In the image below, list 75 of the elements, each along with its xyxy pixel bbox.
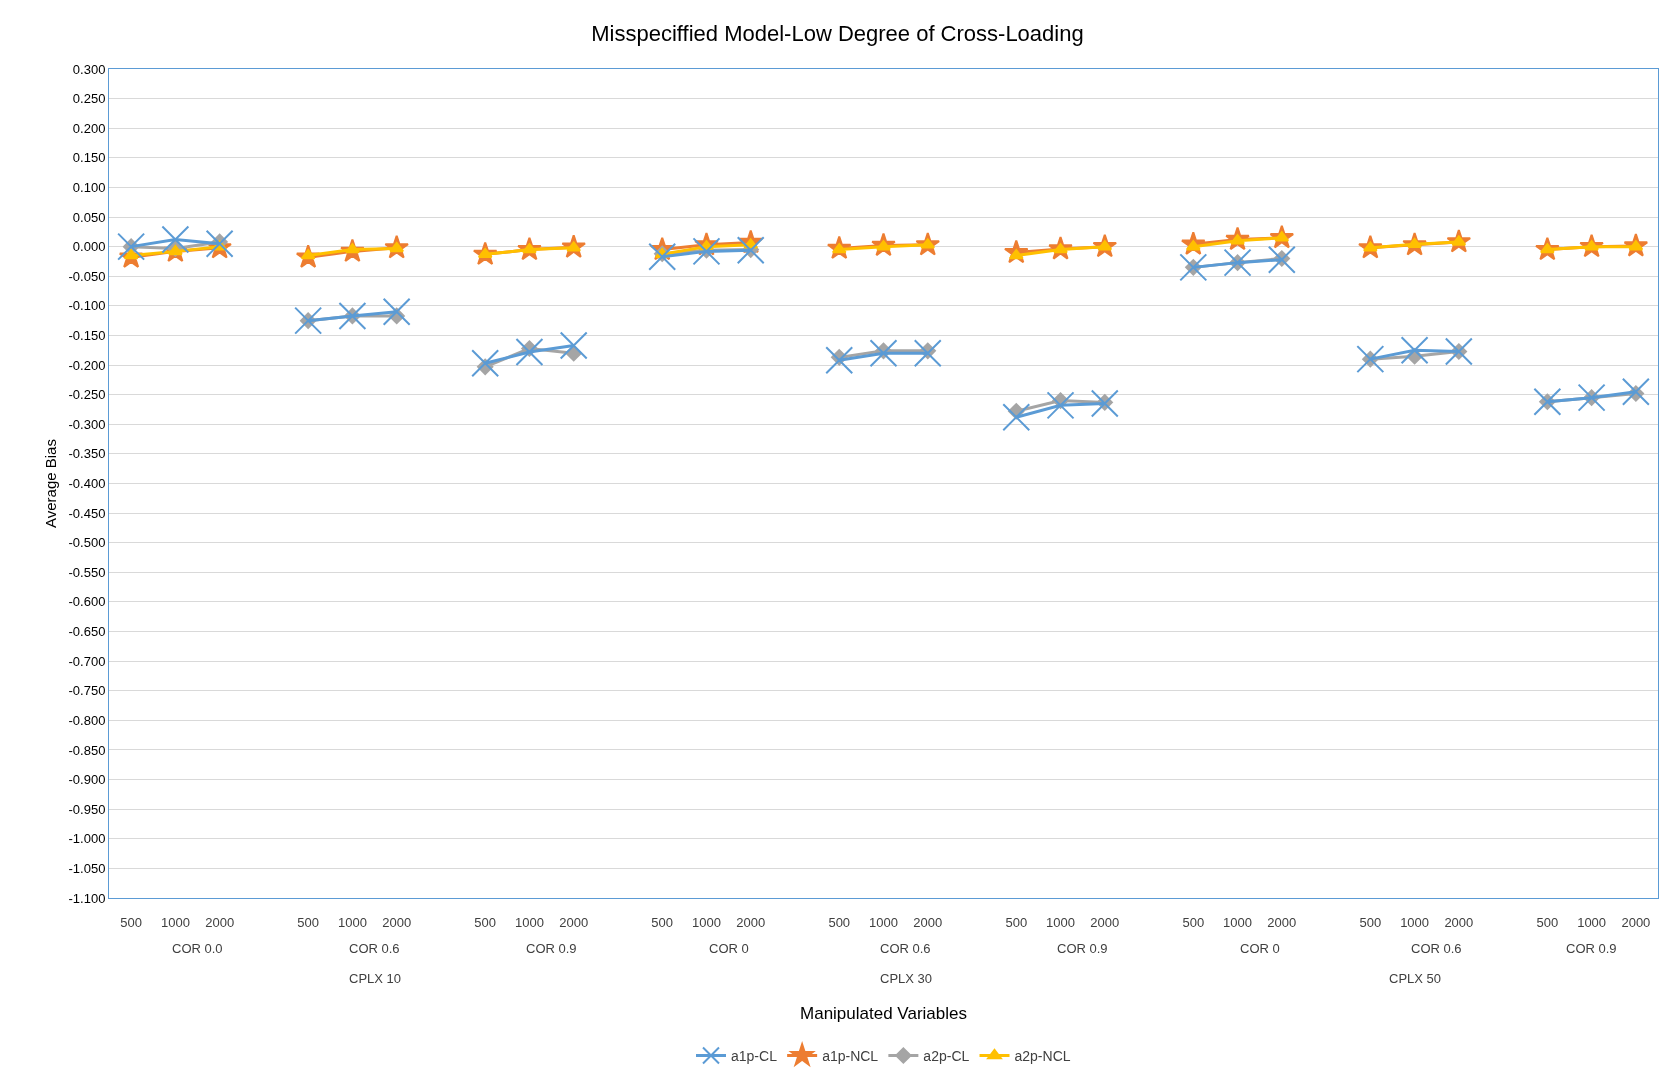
y-tick-label: -0.650 [68, 624, 106, 640]
y-tick-label: -0.750 [68, 683, 106, 699]
x-tick-label: 500 [1005, 914, 1028, 930]
x-tick-label: 2000 [736, 914, 766, 930]
text: COR 0.9 [1057, 941, 1108, 956]
x-tick-label: 1000 [1046, 914, 1075, 930]
y-tick-label: -1.000 [68, 831, 106, 847]
x-tick-label: 1000 [1223, 914, 1253, 930]
y-tick-label: -0.350 [68, 446, 106, 462]
x-tick-label: 2000 [1090, 914, 1120, 930]
text: COR 0.9 [1566, 941, 1617, 956]
y-tick-label: 0.000 [72, 239, 106, 255]
x-tick-label: 1000 [1400, 914, 1430, 930]
y-tick-label: -1.100 [68, 890, 106, 906]
y-tick-label: 0.200 [72, 120, 106, 136]
y-tick-label: -0.100 [68, 298, 106, 314]
y-tick-label: -0.850 [68, 742, 106, 758]
text: COR 0 [709, 941, 749, 956]
legend-label: a2p-NCL [1014, 1047, 1071, 1064]
text: COR 0.9 [526, 941, 577, 956]
y-tick-label: -0.550 [68, 564, 106, 580]
x-tick-label: 500 [1182, 914, 1205, 930]
y-tick-label: -0.400 [68, 476, 106, 492]
x-axis-title: Manipulated Variables [800, 1004, 967, 1023]
x-tick-label: 500 [1359, 914, 1382, 930]
x-tick-label: 1000 [337, 914, 367, 930]
x-tick-label: 2000 [382, 914, 412, 930]
chart-title: Misspeciffied Model-Low Degree of Cross-Loading [591, 20, 1084, 46]
text: COR 0.0 [172, 941, 223, 956]
x-tick-label: 500 [828, 914, 851, 930]
y-tick-label: 0.150 [72, 150, 106, 166]
y-tick-label: 0.050 [72, 209, 106, 225]
x-tick-label: 2000 [559, 914, 589, 930]
y-tick-label: -0.050 [68, 268, 106, 284]
y-tick-label: -0.300 [68, 416, 106, 432]
y-tick-label: -1.050 [68, 860, 106, 876]
y-tick-label: 0.100 [72, 179, 106, 195]
y-tick-label: -0.950 [68, 801, 106, 817]
y-axis-title: Average Bias [41, 439, 59, 528]
x-tick-label: 500 [474, 914, 497, 930]
x-tick-label: 500 [651, 914, 674, 930]
x-tick-label: 2000 [913, 914, 943, 930]
text: COR 0 [1240, 941, 1280, 956]
x-tick-label: 2000 [1444, 914, 1474, 930]
text: COR 0.6 [1411, 941, 1462, 956]
x-tick-label: 1000 [514, 914, 544, 930]
y-tick-label: -0.150 [68, 328, 106, 344]
legend-label: a2p-CL [923, 1047, 970, 1064]
text: CPLX 50 [1389, 971, 1442, 986]
text: COR 0.6 [349, 941, 400, 956]
text: COR 0.6 [880, 941, 931, 956]
x-tick-label: 2000 [205, 914, 235, 930]
y-tick-label: -0.500 [68, 535, 106, 551]
x-tick-label: 2000 [1621, 914, 1651, 930]
y-tick-label: 0.250 [72, 91, 106, 107]
y-tick-label: -0.200 [68, 357, 106, 373]
x-tick-label: 1000 [160, 914, 190, 930]
x-tick-label: 1000 [692, 914, 721, 930]
y-tick-label: -0.450 [68, 505, 106, 521]
y-tick-label: -0.250 [68, 387, 106, 403]
x-tick-label: 500 [297, 914, 320, 930]
y-tick-label: -0.600 [68, 594, 106, 610]
y-tick-label: -0.900 [68, 772, 106, 788]
x-tick-label: 500 [1536, 914, 1559, 930]
text: CPLX 10 [349, 971, 402, 986]
y-tick-label: -0.700 [68, 653, 106, 669]
y-tick-label: -0.800 [68, 712, 106, 728]
text: CPLX 30 [880, 971, 933, 986]
x-tick-label: 1000 [869, 914, 898, 930]
y-tick-label: 0.300 [72, 61, 106, 77]
x-tick-label: 1000 [1577, 914, 1607, 930]
legend-label: a1p-NCL [822, 1047, 879, 1064]
x-tick-label: 500 [120, 914, 142, 930]
x-tick-label: 2000 [1267, 914, 1297, 930]
legend-label: a1p-CL [731, 1047, 778, 1064]
